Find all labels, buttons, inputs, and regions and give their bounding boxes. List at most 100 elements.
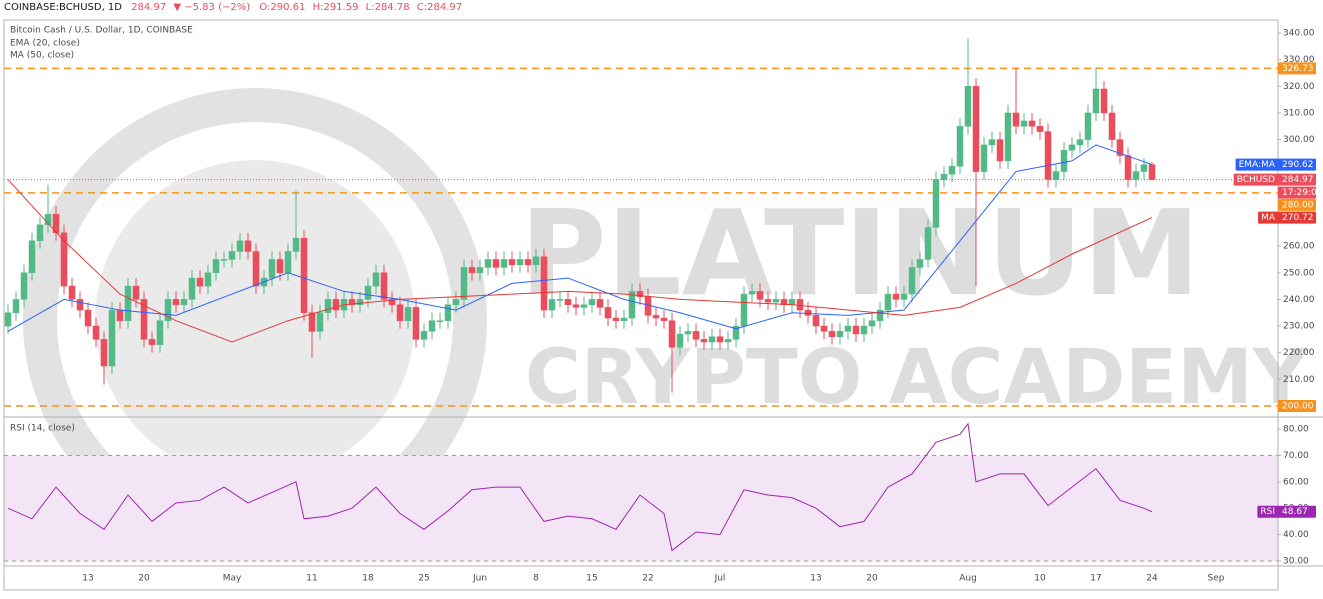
candle-body bbox=[540, 256, 548, 311]
price-box-value: 270.72 bbox=[1282, 213, 1314, 223]
candle-body bbox=[500, 259, 508, 268]
candle-body bbox=[60, 232, 68, 287]
candle-body bbox=[1132, 171, 1140, 180]
candle-body bbox=[108, 309, 116, 367]
price-box-value: 290.62 bbox=[1282, 160, 1314, 170]
candle-body bbox=[1084, 112, 1092, 140]
price-box-name: RSI bbox=[1260, 507, 1275, 517]
candle-body bbox=[828, 331, 836, 337]
watermark-subtitle: CRYPTO ACADEMY bbox=[525, 332, 1309, 421]
rsi-band bbox=[4, 455, 1278, 561]
candle-body bbox=[804, 309, 812, 316]
candle-body bbox=[236, 240, 244, 252]
candle-body bbox=[468, 267, 476, 274]
candle-body bbox=[932, 179, 940, 228]
x-tick-label: 11 bbox=[306, 574, 317, 584]
candle-body bbox=[652, 315, 660, 319]
price-box: 200.00 bbox=[1278, 399, 1316, 412]
candle-body bbox=[228, 251, 236, 260]
y-tick-label: 340.00 bbox=[1283, 29, 1315, 39]
price-box-name: MA bbox=[1261, 213, 1276, 223]
price-box-value: 284.97 bbox=[1282, 175, 1314, 185]
price-box-name: EMA:MA bbox=[1239, 160, 1276, 170]
candle-body bbox=[1036, 126, 1044, 132]
candle-body bbox=[292, 237, 300, 252]
frame bbox=[3, 19, 1279, 591]
candle-body bbox=[308, 312, 316, 332]
candle-body bbox=[356, 299, 364, 305]
x-tick-label: 24 bbox=[1146, 574, 1158, 584]
candle-body bbox=[396, 304, 404, 321]
price-box: 48.67 RSI bbox=[1257, 505, 1316, 518]
y-tick-label: 70.00 bbox=[1283, 451, 1309, 461]
candle-body bbox=[492, 259, 500, 268]
price-box-bg bbox=[1278, 186, 1316, 199]
x-tick-label: 25 bbox=[418, 574, 429, 584]
candle-body bbox=[276, 259, 284, 274]
price-box-bg bbox=[1278, 198, 1316, 211]
price-box-bg bbox=[1278, 399, 1316, 412]
open: O:290.61 bbox=[259, 2, 305, 13]
candle-body bbox=[220, 259, 228, 261]
price-box-value: 326.73 bbox=[1282, 64, 1314, 74]
price-box-value: 200.00 bbox=[1282, 401, 1314, 411]
candle-body bbox=[668, 320, 676, 348]
x-tick-label: Sep bbox=[1208, 574, 1225, 584]
candle-body bbox=[140, 299, 148, 340]
candle-body bbox=[172, 299, 180, 305]
candle-body bbox=[76, 299, 84, 311]
candle-body bbox=[812, 315, 820, 327]
candle-body bbox=[692, 331, 700, 340]
candle-body bbox=[116, 309, 124, 321]
candle-body bbox=[924, 227, 932, 260]
candle-body bbox=[244, 240, 252, 252]
candle-body bbox=[36, 224, 44, 242]
candle-body bbox=[436, 320, 444, 322]
candle-body bbox=[132, 285, 140, 300]
x-tick-label: 15 bbox=[586, 574, 597, 584]
candle-body bbox=[884, 293, 892, 311]
candle-body bbox=[596, 299, 604, 308]
x-tick-label: 20 bbox=[866, 574, 878, 584]
indicator-line bbox=[7, 422, 1153, 552]
candle-body bbox=[604, 307, 612, 319]
candle-body bbox=[636, 291, 644, 297]
candle-body bbox=[556, 299, 564, 301]
price-box-bg bbox=[1278, 62, 1316, 75]
candle-body bbox=[516, 259, 524, 266]
y-tick-label: 330.00 bbox=[1283, 55, 1315, 65]
close: C:284.97 bbox=[417, 2, 462, 13]
candle-body bbox=[4, 312, 12, 327]
x-tick-label: 8 bbox=[533, 574, 539, 584]
candle-body bbox=[284, 251, 292, 274]
legend-entry: EMA (20, close) bbox=[10, 39, 80, 49]
candle-body bbox=[732, 325, 740, 340]
y-tick-label: 30.00 bbox=[1283, 556, 1309, 566]
candle-body bbox=[444, 304, 452, 321]
y-tick-label: 260.00 bbox=[1283, 242, 1315, 252]
candle-body bbox=[1092, 88, 1100, 114]
candle-body bbox=[388, 299, 396, 305]
candle-body bbox=[148, 339, 156, 345]
candle-body bbox=[940, 173, 948, 180]
candle-body bbox=[972, 86, 980, 172]
candle-body bbox=[164, 299, 172, 321]
candle-body bbox=[988, 139, 996, 146]
candle-body bbox=[852, 325, 860, 335]
x-tick-label: 13 bbox=[82, 574, 93, 584]
candle-body bbox=[980, 144, 988, 172]
candle-body bbox=[212, 259, 220, 274]
y-tick-label: 210.00 bbox=[1283, 375, 1315, 385]
candle-body bbox=[796, 299, 804, 311]
price-box: 270.72 MA bbox=[1258, 211, 1316, 224]
price-box-bg bbox=[1257, 505, 1316, 518]
candle-body bbox=[324, 299, 332, 313]
candle-body bbox=[404, 307, 412, 321]
candle-body bbox=[676, 333, 684, 348]
indicator-line bbox=[7, 179, 1153, 343]
candle-body bbox=[628, 291, 636, 319]
candle-body bbox=[372, 272, 380, 287]
price-box: 17:29:02 bbox=[1278, 186, 1322, 199]
candle-body bbox=[1116, 139, 1124, 156]
candle-body bbox=[580, 304, 588, 308]
